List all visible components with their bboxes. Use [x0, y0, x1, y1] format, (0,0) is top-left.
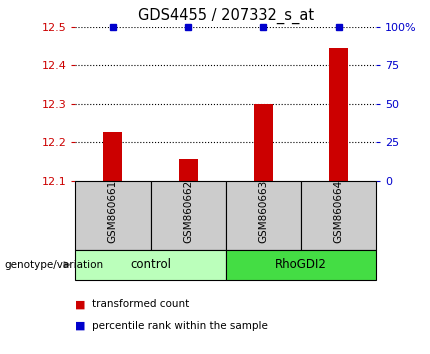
Title: GDS4455 / 207332_s_at: GDS4455 / 207332_s_at [138, 7, 314, 24]
Text: control: control [130, 258, 171, 271]
Text: GSM860664: GSM860664 [334, 180, 344, 243]
Text: GSM860662: GSM860662 [183, 180, 193, 243]
Text: ■: ■ [75, 299, 86, 309]
Bar [75, 181, 150, 250]
Bar [104, 132, 122, 181]
Text: percentile rank within the sample: percentile rank within the sample [92, 321, 268, 331]
Bar [226, 250, 376, 280]
Bar [301, 181, 376, 250]
Text: transformed count: transformed count [92, 299, 190, 309]
Bar [329, 48, 348, 181]
Bar [75, 250, 226, 280]
Text: GSM860661: GSM860661 [108, 180, 118, 243]
Text: RhoGDI2: RhoGDI2 [275, 258, 327, 271]
Bar [226, 181, 301, 250]
Text: genotype/variation: genotype/variation [4, 259, 104, 270]
Bar [179, 159, 197, 181]
Text: GSM860663: GSM860663 [258, 180, 268, 243]
Bar [254, 103, 273, 181]
Bar [150, 181, 226, 250]
Text: ■: ■ [75, 321, 86, 331]
